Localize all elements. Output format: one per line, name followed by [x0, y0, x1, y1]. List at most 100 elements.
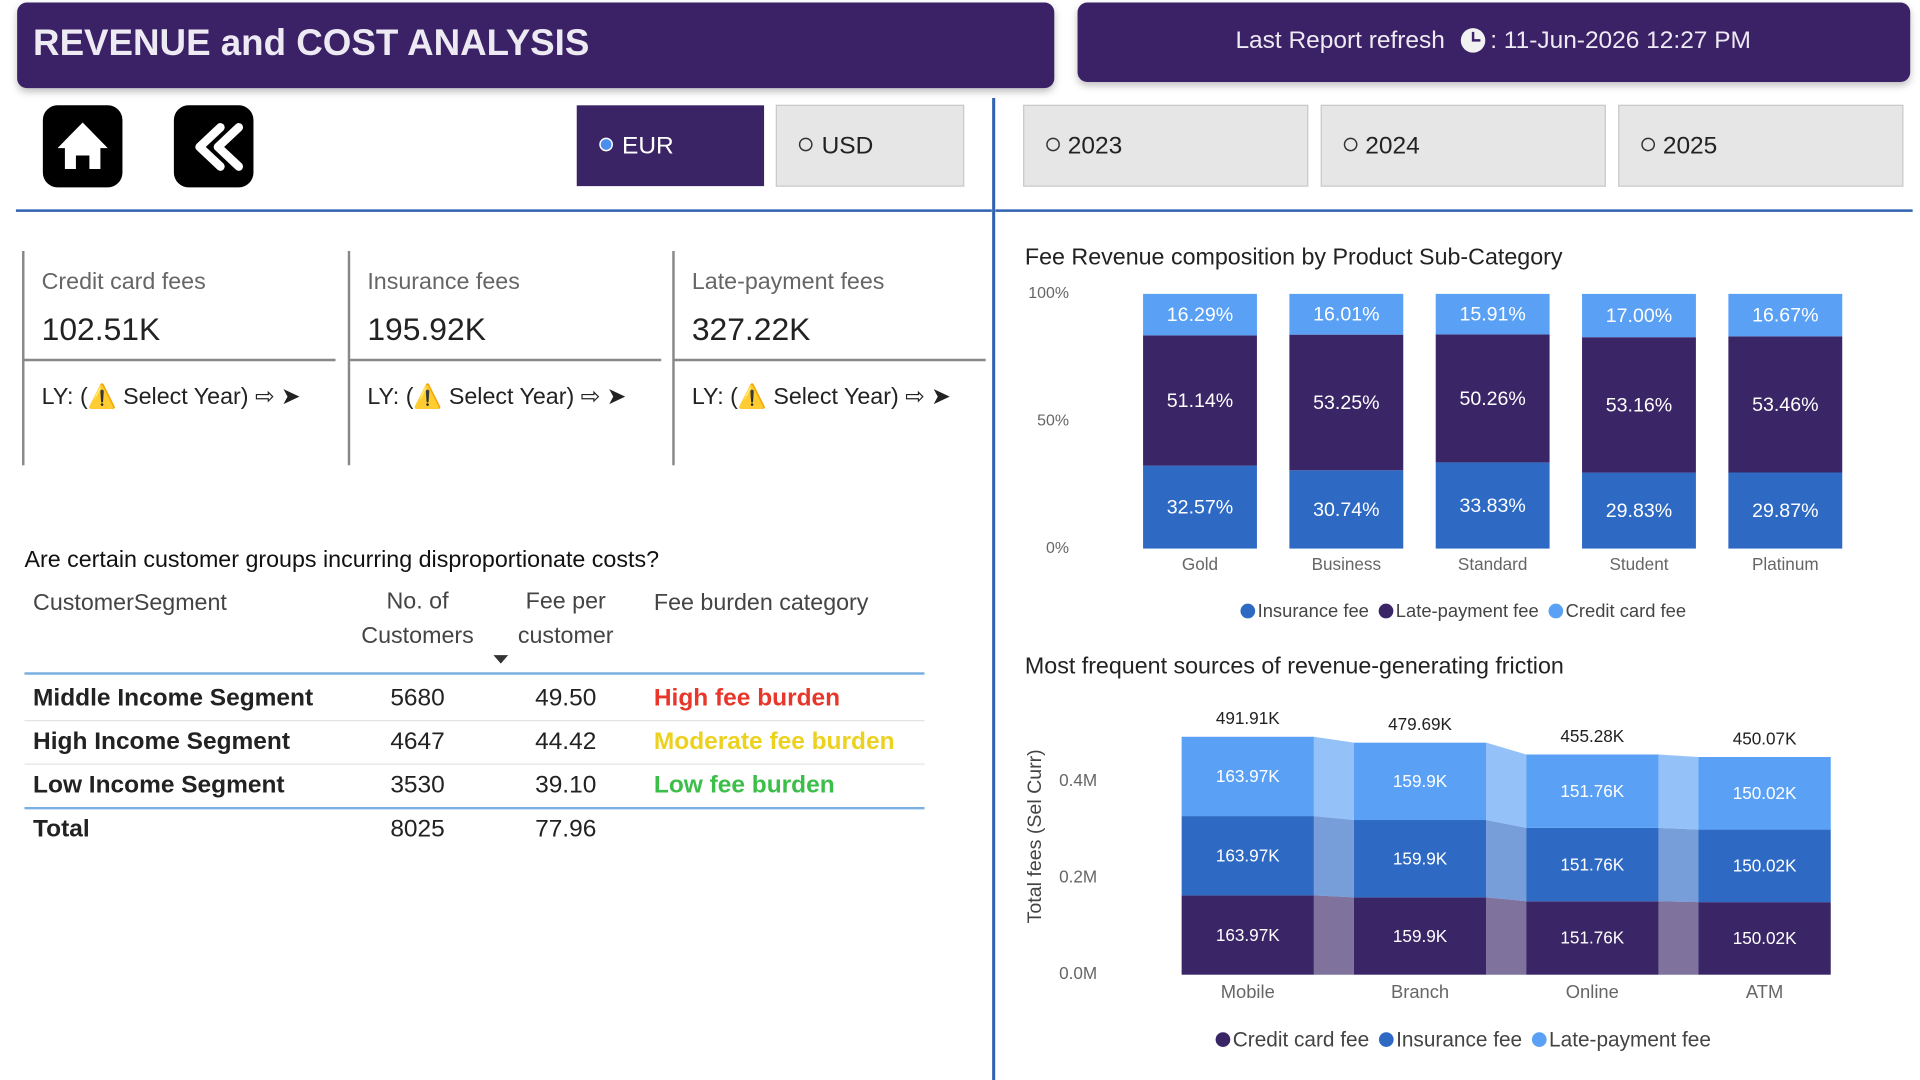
- bar-segment: [1526, 901, 1659, 975]
- bar-segment: [1698, 829, 1831, 903]
- table-cell: 44.42: [535, 728, 596, 755]
- bar-segment: [1181, 736, 1314, 817]
- data-label: 29.83%: [1606, 500, 1672, 522]
- total-label: 479.69K: [1388, 714, 1452, 734]
- legend-swatch: [1531, 1032, 1547, 1047]
- currency-option[interactable]: EUR: [576, 105, 765, 187]
- bar-segment: [1435, 293, 1550, 335]
- burden-cell: High fee burden: [654, 685, 840, 712]
- ribbon: [1658, 754, 1699, 830]
- x-tick-label: Standard: [1458, 554, 1528, 574]
- data-label: 50.26%: [1459, 388, 1525, 410]
- ribbon: [1313, 816, 1354, 898]
- bar-segment: [1728, 336, 1843, 473]
- data-label: 17.00%: [1606, 305, 1672, 327]
- data-label: 32.57%: [1167, 496, 1233, 518]
- data-label: 159.9K: [1393, 771, 1448, 791]
- option-label: 2023: [1068, 132, 1122, 159]
- chart-title: Most frequent sources of revenue-generat…: [1025, 652, 1564, 678]
- option-box: [1023, 104, 1309, 187]
- data-label: 16.01%: [1313, 304, 1379, 326]
- data-label: 15.91%: [1459, 304, 1525, 326]
- kpi-footer: LY: (⚠️ Select Year) ⇨ ➤: [692, 382, 951, 410]
- bar-segment: [1289, 334, 1404, 471]
- data-label: 30.74%: [1313, 499, 1379, 521]
- column-header: Fee burden category: [654, 589, 869, 615]
- legend-item[interactable]: Credit card fee: [1215, 1028, 1370, 1051]
- year-option[interactable]: 2025: [1618, 104, 1904, 187]
- data-label: 151.76K: [1560, 854, 1624, 874]
- kpi-label: Insurance fees: [367, 268, 520, 294]
- y-axis-title: Total fees (Sel Curr): [1024, 749, 1046, 923]
- ribbon: [1486, 897, 1527, 975]
- year-option[interactable]: 2023: [1023, 104, 1309, 187]
- data-label: 53.25%: [1313, 392, 1379, 414]
- bar-segment: [1181, 816, 1314, 896]
- x-tick-label: Gold: [1182, 554, 1218, 574]
- ribbon: [1658, 901, 1699, 975]
- table-cell: Total: [33, 816, 90, 843]
- legend: Insurance fee Late-payment fee Credit card…: [1240, 600, 1686, 621]
- radio: [798, 137, 813, 152]
- data-label: 163.97K: [1216, 925, 1280, 945]
- data-label: 151.76K: [1560, 928, 1624, 948]
- x-tick-label: Platinum: [1752, 554, 1819, 574]
- bar-segment: [1353, 742, 1487, 821]
- legend-item[interactable]: Insurance fee: [1378, 1028, 1522, 1051]
- data-label: 16.29%: [1167, 304, 1233, 326]
- bar-segment: [1526, 754, 1659, 828]
- bar-segment: [1435, 334, 1550, 463]
- column-header-box: Fee per customer: [518, 589, 614, 649]
- data-label: 151.76K: [1560, 781, 1624, 801]
- bar-segment: [1289, 293, 1404, 335]
- home-button[interactable]: [42, 105, 123, 188]
- bar-segment: [1289, 470, 1404, 549]
- radio: [1641, 137, 1656, 152]
- bar-segment: [1582, 337, 1696, 473]
- legend-item[interactable]: Insurance fee: [1240, 600, 1369, 621]
- option-label: EUR: [622, 132, 674, 159]
- kpi-value: 327.22K: [692, 311, 811, 347]
- bar-segment: [1143, 335, 1257, 466]
- column-header: No. of Customers: [361, 588, 474, 649]
- data-label: 159.9K: [1393, 926, 1448, 946]
- currency-option[interactable]: USD: [775, 104, 965, 187]
- legend-swatch: [1548, 603, 1564, 619]
- x-tick-label: Student: [1609, 554, 1668, 574]
- bar-segment: [1698, 757, 1831, 830]
- bar-segment: [1526, 827, 1659, 902]
- radio: [1343, 137, 1358, 152]
- total-label: 455.28K: [1560, 726, 1624, 746]
- column-header: CustomerSegment: [33, 589, 227, 615]
- table-cell: 3530: [390, 772, 444, 799]
- data-label: 150.02K: [1733, 928, 1797, 948]
- y-tick-label: 0.4M: [1059, 770, 1097, 790]
- data-label: 16.67%: [1752, 305, 1818, 327]
- data-label: 53.46%: [1752, 394, 1818, 416]
- bar-segment: [1728, 472, 1843, 549]
- option-label: USD: [822, 132, 874, 159]
- legend-item[interactable]: Late-payment fee: [1378, 600, 1539, 621]
- legend: Credit card fee Insurance fee Late-payment…: [1215, 1028, 1711, 1051]
- bar-segment: [1698, 902, 1831, 975]
- data-label: 163.97K: [1216, 766, 1280, 786]
- x-tick-label: ATM: [1746, 981, 1783, 1002]
- sort-indicator[interactable]: [493, 655, 509, 664]
- total-label: 491.91K: [1216, 708, 1280, 728]
- legend-swatch: [1378, 603, 1394, 619]
- legend-item[interactable]: Credit card fee: [1548, 600, 1686, 621]
- table-cell: 49.50: [535, 685, 596, 712]
- y-tick-label: 100%: [1028, 285, 1069, 302]
- legend-item[interactable]: Late-payment fee: [1531, 1028, 1711, 1051]
- table-cell: 8025: [390, 816, 444, 843]
- bar-segment: [1582, 472, 1696, 549]
- kpi-label: Credit card fees: [42, 268, 206, 294]
- back-button[interactable]: [173, 105, 254, 188]
- bar-segment: [1435, 462, 1550, 549]
- y-tick-label: 50%: [1037, 412, 1069, 429]
- year-option[interactable]: 2024: [1320, 104, 1606, 187]
- bar-segment: [1582, 293, 1696, 338]
- chart-title: Fee Revenue composition by Product Sub-C…: [1025, 244, 1563, 270]
- kpi-value: 195.92K: [367, 311, 486, 347]
- y-tick-label: 0%: [1046, 540, 1069, 557]
